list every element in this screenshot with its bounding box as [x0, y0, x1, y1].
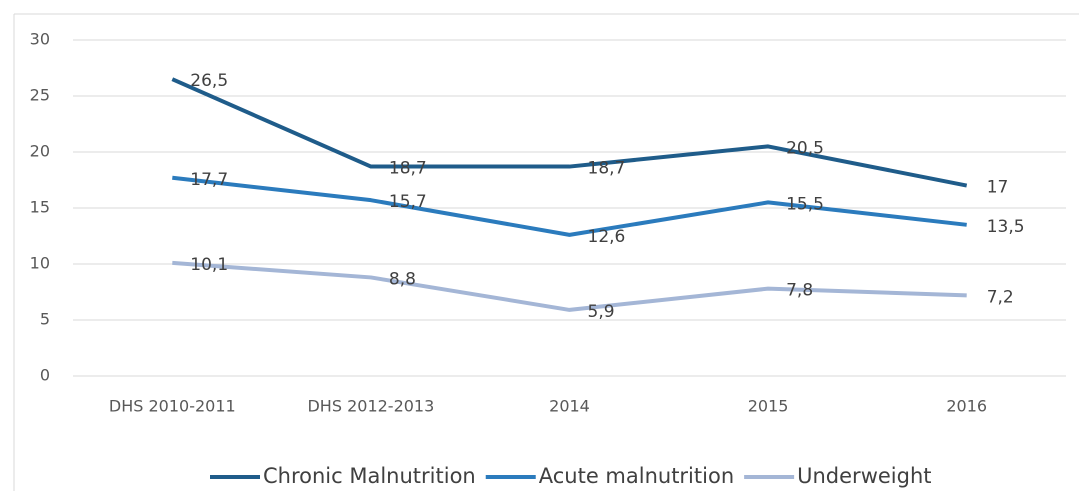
data-label: 18,7: [588, 159, 626, 179]
data-label: 17,7: [190, 170, 228, 190]
y-tick-label: 0: [40, 366, 50, 385]
series-line: [171, 77, 968, 188]
y-tick-label: 30: [30, 30, 50, 49]
data-label: 17: [987, 178, 1009, 198]
series-line: [172, 175, 967, 237]
legend-label: Chronic Malnutrition: [263, 464, 476, 488]
data-label: 18,7: [389, 159, 427, 179]
y-tick-label: 10: [30, 254, 50, 273]
data-label: 13,5: [987, 217, 1025, 237]
data-label: 10,1: [190, 255, 228, 275]
x-tick-label: 2014: [549, 397, 590, 416]
data-label: 7,2: [987, 287, 1014, 307]
data-label: 15,7: [389, 192, 427, 212]
x-tick-label: DHS 2012-2013: [307, 397, 434, 416]
x-tick-label: 2015: [748, 397, 789, 416]
data-label: 20,5: [786, 138, 824, 158]
x-tick-label: DHS 2010-2011: [109, 397, 236, 416]
legend-label: Underweight: [797, 464, 931, 488]
y-tick-label: 15: [30, 198, 50, 217]
y-tick-label: 20: [30, 142, 50, 161]
data-label: 7,8: [786, 281, 813, 301]
series-line: [172, 260, 967, 312]
data-label: 5,9: [588, 302, 615, 322]
data-label: 15,5: [786, 194, 824, 214]
y-tick-label: 25: [30, 86, 50, 105]
data-label: 8,8: [389, 269, 416, 289]
data-label: 12,6: [588, 227, 626, 247]
legend-label: Acute malnutrition: [539, 464, 734, 488]
y-tick-label: 5: [40, 310, 50, 329]
x-tick-label: 2016: [946, 397, 987, 416]
data-label: 26,5: [190, 71, 228, 91]
